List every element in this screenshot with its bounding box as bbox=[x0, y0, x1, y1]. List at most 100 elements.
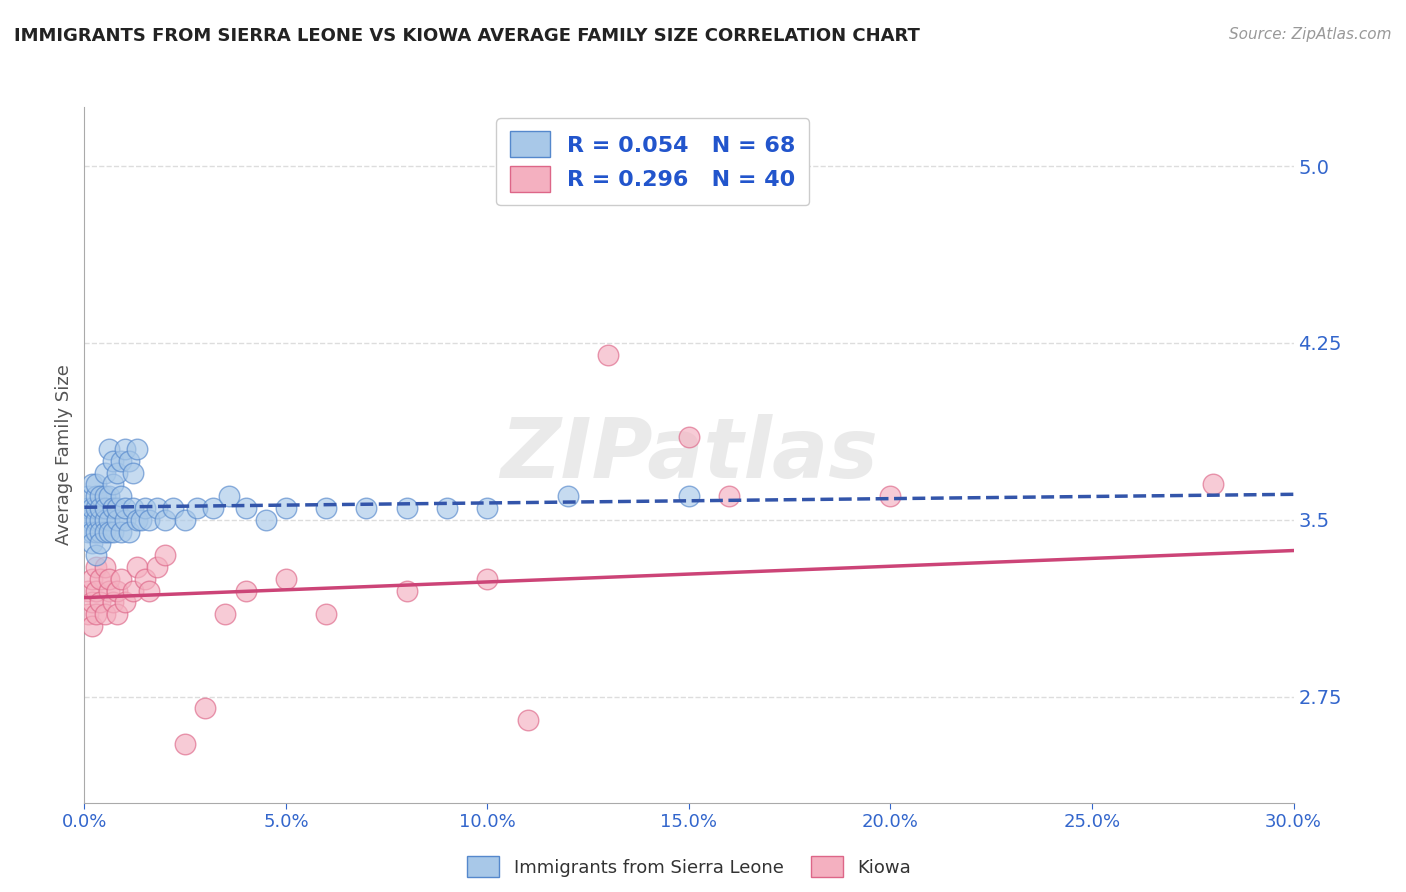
Point bbox=[174, 513, 197, 527]
Point bbox=[718, 489, 741, 503]
Point bbox=[395, 500, 418, 515]
Point bbox=[86, 477, 108, 491]
Point bbox=[77, 500, 100, 515]
Point bbox=[110, 572, 132, 586]
Point bbox=[110, 524, 132, 539]
Point bbox=[186, 500, 208, 515]
Point bbox=[218, 489, 240, 503]
Point bbox=[1202, 477, 1225, 491]
Point bbox=[214, 607, 236, 621]
Point bbox=[194, 701, 217, 715]
Point bbox=[315, 607, 337, 621]
Point bbox=[86, 607, 108, 621]
Point bbox=[121, 466, 143, 480]
Point bbox=[110, 489, 132, 503]
Point bbox=[101, 477, 124, 491]
Text: ZIPatlas: ZIPatlas bbox=[501, 415, 877, 495]
Point bbox=[93, 489, 115, 503]
Point bbox=[114, 442, 136, 456]
Point bbox=[477, 572, 499, 586]
Point bbox=[879, 489, 901, 503]
Point bbox=[77, 583, 100, 598]
Point bbox=[89, 572, 111, 586]
Point bbox=[101, 595, 124, 609]
Point bbox=[82, 500, 104, 515]
Point bbox=[86, 583, 108, 598]
Point bbox=[77, 524, 100, 539]
Point bbox=[89, 500, 111, 515]
Point bbox=[138, 513, 160, 527]
Point bbox=[105, 500, 128, 515]
Point bbox=[436, 500, 458, 515]
Point bbox=[598, 348, 620, 362]
Point bbox=[82, 477, 104, 491]
Point bbox=[101, 500, 124, 515]
Point bbox=[89, 513, 111, 527]
Point bbox=[82, 572, 104, 586]
Point bbox=[146, 560, 169, 574]
Point bbox=[97, 513, 120, 527]
Point bbox=[125, 513, 148, 527]
Point bbox=[97, 442, 120, 456]
Point bbox=[557, 489, 579, 503]
Point bbox=[82, 513, 104, 527]
Point bbox=[1081, 843, 1104, 857]
Point bbox=[153, 513, 176, 527]
Point bbox=[86, 513, 108, 527]
Point bbox=[110, 454, 132, 468]
Point bbox=[125, 442, 148, 456]
Point bbox=[134, 500, 156, 515]
Point bbox=[105, 607, 128, 621]
Point bbox=[274, 500, 297, 515]
Point bbox=[678, 430, 700, 444]
Point bbox=[121, 500, 143, 515]
Point bbox=[274, 572, 297, 586]
Point bbox=[174, 737, 197, 751]
Point bbox=[162, 500, 184, 515]
Point bbox=[82, 619, 104, 633]
Point bbox=[138, 583, 160, 598]
Point bbox=[93, 500, 115, 515]
Point bbox=[97, 572, 120, 586]
Point bbox=[86, 548, 108, 562]
Point bbox=[89, 536, 111, 550]
Point bbox=[82, 595, 104, 609]
Point bbox=[93, 524, 115, 539]
Point bbox=[114, 513, 136, 527]
Point bbox=[82, 524, 104, 539]
Point bbox=[86, 560, 108, 574]
Point bbox=[97, 583, 120, 598]
Text: IMMIGRANTS FROM SIERRA LEONE VS KIOWA AVERAGE FAMILY SIZE CORRELATION CHART: IMMIGRANTS FROM SIERRA LEONE VS KIOWA AV… bbox=[14, 27, 920, 45]
Point bbox=[516, 713, 538, 727]
Y-axis label: Average Family Size: Average Family Size bbox=[55, 365, 73, 545]
Point bbox=[202, 500, 225, 515]
Point bbox=[86, 500, 108, 515]
Point bbox=[89, 489, 111, 503]
Point bbox=[89, 524, 111, 539]
Point bbox=[118, 454, 141, 468]
Point bbox=[146, 500, 169, 515]
Point bbox=[86, 524, 108, 539]
Point bbox=[97, 489, 120, 503]
Point bbox=[93, 607, 115, 621]
Point bbox=[89, 595, 111, 609]
Point bbox=[134, 572, 156, 586]
Point bbox=[356, 500, 378, 515]
Point bbox=[125, 560, 148, 574]
Point bbox=[105, 583, 128, 598]
Point bbox=[395, 583, 418, 598]
Point bbox=[101, 454, 124, 468]
Point bbox=[101, 524, 124, 539]
Point bbox=[114, 500, 136, 515]
Point bbox=[105, 513, 128, 527]
Point bbox=[105, 466, 128, 480]
Point bbox=[121, 583, 143, 598]
Point bbox=[315, 500, 337, 515]
Point bbox=[77, 513, 100, 527]
Point bbox=[93, 513, 115, 527]
Point bbox=[129, 513, 152, 527]
Point bbox=[86, 489, 108, 503]
Point bbox=[97, 524, 120, 539]
Point bbox=[153, 548, 176, 562]
Point bbox=[118, 524, 141, 539]
